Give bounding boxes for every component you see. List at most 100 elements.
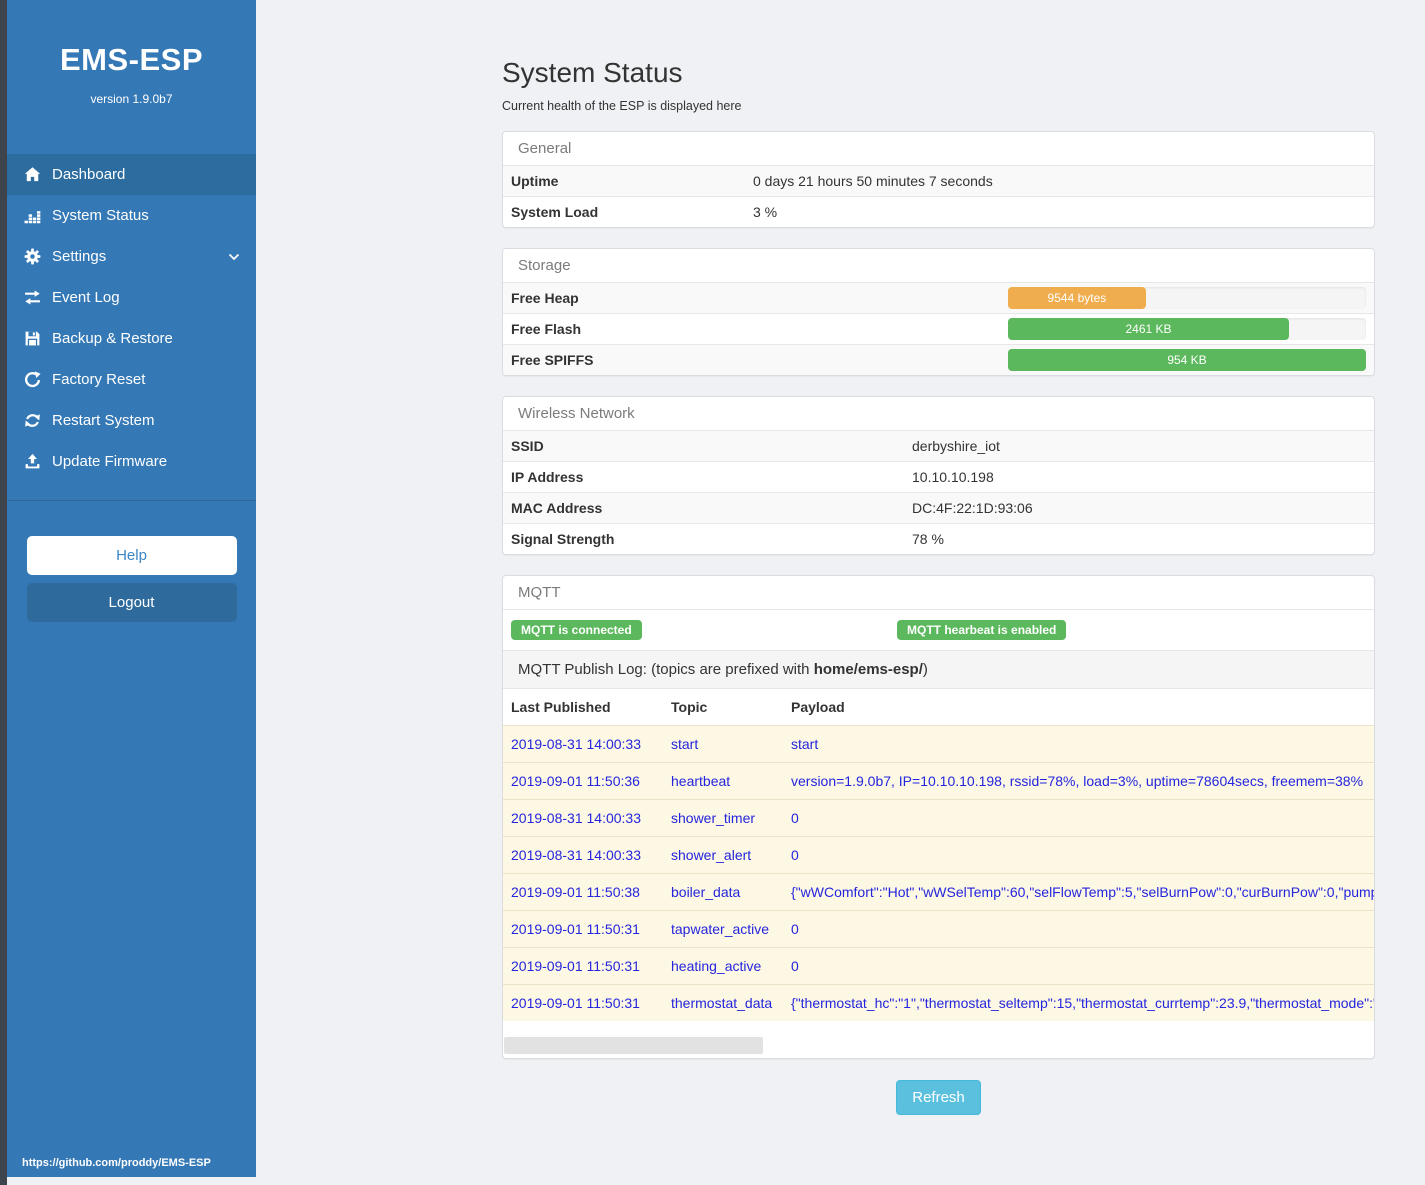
row-value: derbyshire_iot (904, 430, 1374, 462)
column-header: Payload (791, 699, 845, 715)
storage-panel: Storage Free Heap 9544 bytes Free Flash … (502, 248, 1375, 376)
wireless-panel-title: Wireless Network (518, 405, 635, 422)
log-timestamp: 2019-09-01 11:50:31 (503, 947, 663, 985)
sidebar-item-settings[interactable]: Settings (7, 236, 256, 277)
row-label: MAC Address (503, 492, 904, 524)
log-row: 2019-08-31 14:00:33 shower_alert 0 (503, 836, 1374, 874)
log-topic: heating_active (663, 947, 783, 985)
log-topic: boiler_data (663, 873, 783, 911)
refresh-row: Refresh (502, 1080, 1375, 1115)
exchange-icon (22, 289, 42, 306)
table-row: System Load 3 % (503, 196, 1374, 227)
sidebar-item-restart-system[interactable]: Restart System (7, 400, 256, 441)
log-topic: shower_alert (663, 836, 783, 874)
row-value: DC:4F:22:1D:93:06 (904, 492, 1374, 524)
log-timestamp: 2019-09-01 11:50:36 (503, 762, 663, 800)
column-header: Topic (671, 699, 708, 715)
log-timestamp: 2019-09-01 11:50:31 (503, 984, 663, 1021)
sidebar-item-factory-reset[interactable]: Factory Reset (7, 359, 256, 400)
window-edge-strip (0, 0, 7, 1185)
row-label: System Load (503, 196, 745, 227)
sidebar-item-label: System Status (52, 207, 149, 224)
log-payload: 0 (783, 836, 1374, 874)
refresh-button[interactable]: Refresh (896, 1080, 981, 1115)
storage-table: Free Heap 9544 bytes Free Flash 2461 KB … (503, 282, 1374, 375)
row-value: 0 days 21 hours 50 minutes 7 seconds (745, 165, 1374, 197)
sidebar-item-label: Factory Reset (52, 371, 146, 388)
mqtt-panel-title: MQTT (518, 584, 561, 601)
progress-bar-fill: 9544 bytes (1008, 287, 1146, 309)
help-button[interactable]: Help (26, 536, 237, 575)
sidebar-nav: Dashboard System Status (7, 154, 256, 482)
page-title: System Status (502, 57, 683, 88)
log-row: 2019-09-01 11:50:31 tapwater_active 0 (503, 910, 1374, 948)
github-link[interactable]: https://github.com/proddy/EMS-ESP (22, 1157, 211, 1169)
sidebar-item-backup-restore[interactable]: Backup & Restore (7, 318, 256, 359)
upload-icon (22, 453, 42, 470)
general-panel-title: General (518, 140, 572, 157)
sidebar-item-update-firmware[interactable]: Update Firmware (7, 441, 256, 482)
sidebar-item-dashboard[interactable]: Dashboard (7, 154, 256, 195)
table-row: Free Flash 2461 KB (503, 313, 1374, 345)
chevron-down-icon (228, 253, 240, 261)
gear-icon (22, 248, 42, 265)
mqtt-log-table: Last Published Topic Payload 2019-08-31 … (503, 689, 1374, 1021)
sidebar-item-event-log[interactable]: Event Log (7, 277, 256, 318)
general-panel: General Uptime 0 days 21 hours 50 minute… (502, 131, 1375, 228)
log-header-row: Last Published Topic Payload (503, 689, 1374, 726)
sidebar-item-label: Restart System (52, 412, 155, 429)
log-payload: 0 (783, 910, 1374, 948)
storage-panel-title: Storage (518, 257, 571, 274)
logout-button[interactable]: Logout (26, 583, 237, 622)
row-label: Free Flash (503, 313, 1008, 345)
app-title: EMS-ESP (59, 42, 204, 77)
log-timestamp: 2019-09-01 11:50:31 (503, 910, 663, 948)
log-payload: {"wWComfort":"Hot","wWSelTemp":60,"selFl… (783, 873, 1374, 911)
wireless-panel: Wireless Network SSID derbyshire_iot IP … (502, 396, 1375, 555)
table-row: SSID derbyshire_iot (503, 430, 1374, 462)
table-row: MAC Address DC:4F:22:1D:93:06 (503, 492, 1374, 524)
row-label: SSID (503, 430, 904, 462)
log-payload: start (783, 725, 1374, 763)
progress-bar-fill: 954 KB (1008, 349, 1366, 371)
home-icon (22, 166, 42, 183)
app-version: version 1.9.0b7 (90, 92, 173, 106)
table-row: Uptime 0 days 21 hours 50 minutes 7 seco… (503, 165, 1374, 197)
mqtt-heartbeat-badge: MQTT hearbeat is enabled (897, 620, 1067, 640)
page-subtitle: Current health of the ESP is displayed h… (502, 99, 742, 113)
column-header: Last Published (511, 699, 611, 715)
log-topic: start (663, 725, 783, 763)
log-row: 2019-09-01 11:50:31 thermostat_data {"th… (503, 984, 1374, 1021)
topic-prefix: home/ems-esp/ (813, 661, 923, 678)
sidebar-item-system-status[interactable]: System Status (7, 195, 256, 236)
save-icon (22, 330, 42, 347)
table-row: Signal Strength 78 % (503, 523, 1374, 554)
log-payload: version=1.9.0b7, IP=10.10.10.198, rssid=… (783, 762, 1374, 800)
row-value: 3 % (745, 196, 1374, 227)
free-spiffs-progress: 954 KB (1008, 349, 1366, 371)
free-heap-progress: 9544 bytes (1008, 287, 1366, 309)
table-bottom-gap (503, 1021, 1374, 1037)
sidebar-item-label: Backup & Restore (52, 330, 173, 347)
table-row: Free SPIFFS 954 KB (503, 344, 1374, 375)
sidebar: EMS-ESP version 1.9.0b7 Dashboard System… (7, 0, 256, 1177)
row-label: IP Address (503, 461, 904, 493)
log-row: 2019-09-01 11:50:38 boiler_data {"wWComf… (503, 873, 1374, 911)
log-timestamp: 2019-08-31 14:00:33 (503, 725, 663, 763)
caption-text: MQTT Publish Log: (topics are prefixed w… (518, 661, 814, 678)
mqtt-status-row: MQTT is connected MQTT hearbeat is enabl… (503, 609, 1374, 650)
log-payload: 0 (783, 947, 1374, 985)
log-row: 2019-08-31 14:00:33 start start (503, 725, 1374, 763)
row-label: Free Heap (503, 282, 1008, 314)
log-timestamp: 2019-08-31 14:00:33 (503, 836, 663, 874)
row-label: Uptime (503, 165, 745, 197)
wireless-table: SSID derbyshire_iot IP Address 10.10.10.… (503, 430, 1374, 554)
horizontal-scrollbar (504, 1037, 1373, 1054)
log-topic: shower_timer (663, 799, 783, 837)
log-payload: {"thermostat_hc":"1","thermostat_seltemp… (783, 984, 1374, 1021)
mqtt-connected-badge: MQTT is connected (511, 620, 642, 640)
sidebar-item-label: Settings (52, 248, 107, 265)
table-row: IP Address 10.10.10.198 (503, 461, 1374, 493)
scrollbar-thumb[interactable] (504, 1037, 763, 1054)
sync-icon (22, 412, 42, 429)
